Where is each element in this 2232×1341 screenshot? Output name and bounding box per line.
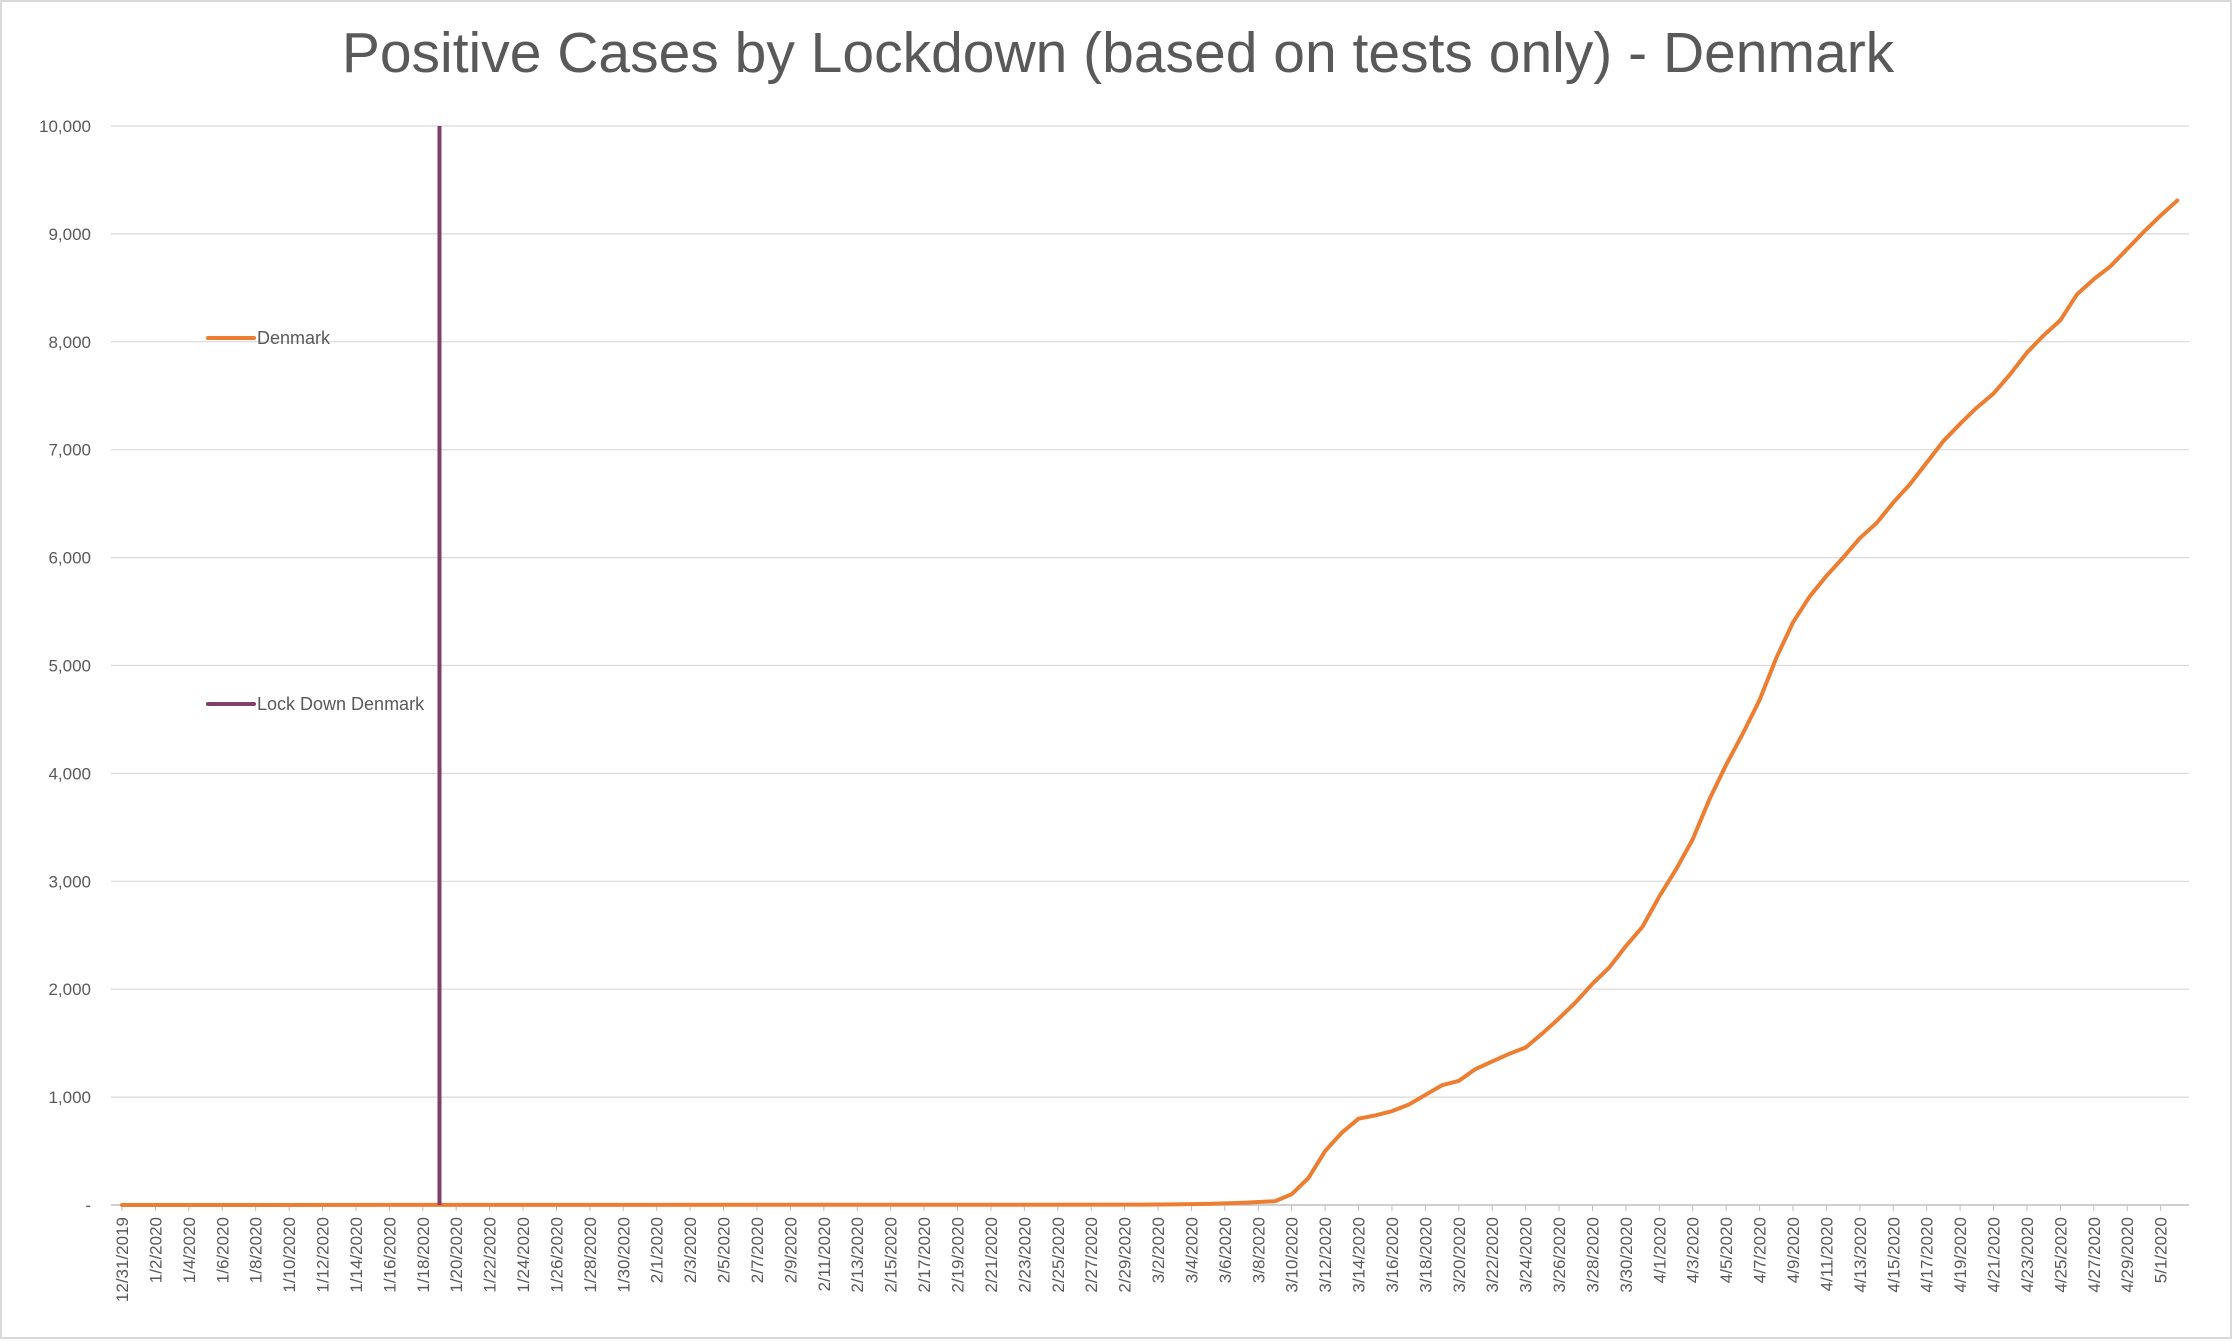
x-tick-label: 4/1/2020 [1650,1217,1669,1283]
x-tick-label: 2/23/2020 [1015,1217,1034,1293]
x-tick-label: 3/26/2020 [1550,1217,1569,1293]
chart-title: Positive Cases by Lockdown (based on tes… [341,21,1895,85]
x-tick-label: 1/4/2020 [180,1217,199,1283]
x-tick-label: 2/27/2020 [1082,1217,1101,1293]
x-tick-label: 2/19/2020 [949,1217,968,1293]
y-tick-label: 5,000 [48,657,91,676]
x-tick-label: 1/14/2020 [347,1217,366,1293]
x-tick-label: 2/17/2020 [915,1217,934,1293]
x-tick-label: 12/31/2019 [113,1217,132,1302]
x-tick-label: 4/5/2020 [1717,1217,1736,1283]
x-tick-label: 4/23/2020 [2018,1217,2037,1293]
x-tick-label: 4/19/2020 [1951,1217,1970,1293]
x-tick-label: 1/20/2020 [447,1217,466,1293]
x-tick-label: 3/6/2020 [1216,1217,1235,1283]
x-tick-label: 1/28/2020 [581,1217,600,1293]
x-tick-label: 4/21/2020 [1985,1217,2004,1293]
x-tick-label: 3/30/2020 [1617,1217,1636,1293]
x-tick-label: 4/7/2020 [1751,1217,1770,1283]
x-tick-label: 2/7/2020 [748,1217,767,1283]
y-tick-label: 9,000 [48,225,91,244]
x-tick-label: 2/5/2020 [715,1217,734,1283]
x-tick-label: 4/25/2020 [2051,1217,2070,1293]
x-tick-label: 1/2/2020 [146,1217,165,1283]
legend-label: Lock Down Denmark [257,694,425,714]
x-tick-label: 3/14/2020 [1350,1217,1369,1293]
y-tick-label: 1,000 [48,1088,91,1107]
x-tick-label: 1/12/2020 [314,1217,333,1293]
x-tick-label: 4/29/2020 [2118,1217,2137,1293]
x-tick-label: 1/30/2020 [614,1217,633,1293]
x-tick-label: 4/27/2020 [2085,1217,2104,1293]
x-tick-label: 3/4/2020 [1182,1217,1201,1283]
x-tick-label: 1/24/2020 [514,1217,533,1293]
y-tick-label: 8,000 [48,333,91,352]
y-tick-label: 6,000 [48,549,91,568]
x-tick-label: 1/10/2020 [280,1217,299,1293]
x-tick-label: 4/17/2020 [1918,1217,1937,1293]
x-tick-label: 4/11/2020 [1817,1217,1836,1291]
x-tick-label: 3/24/2020 [1517,1217,1536,1293]
x-tick-label: 3/16/2020 [1383,1217,1402,1293]
x-tick-label: 3/8/2020 [1249,1217,1268,1283]
x-tick-label: 3/2/2020 [1149,1217,1168,1283]
x-tick-label: 3/28/2020 [1583,1217,1602,1293]
x-tick-label: 3/18/2020 [1416,1217,1435,1293]
x-tick-label: 1/18/2020 [414,1217,433,1293]
x-tick-label: 1/26/2020 [547,1217,566,1293]
x-tick-label: 3/22/2020 [1483,1217,1502,1293]
x-tick-label: 2/9/2020 [781,1217,800,1283]
x-tick-label: 2/25/2020 [1049,1217,1068,1293]
denmark-series-line [120,198,2180,1207]
x-tick-label: 2/3/2020 [681,1217,700,1283]
x-tick-label: 5/1/2020 [2152,1217,2171,1283]
x-tick-label: 1/6/2020 [213,1217,232,1283]
x-tick-label: 3/10/2020 [1283,1217,1302,1293]
legend-label: Denmark [257,328,331,348]
x-tick-label: 4/9/2020 [1784,1217,1803,1283]
x-tick-label: 2/29/2020 [1116,1217,1135,1293]
x-tick-label: 4/13/2020 [1851,1217,1870,1293]
x-tick-label: 2/21/2020 [982,1217,1001,1293]
y-tick-label: 2,000 [48,980,91,999]
x-tick-label: 3/12/2020 [1316,1217,1335,1293]
y-tick-label: 3,000 [48,872,91,891]
x-tick-label: 1/22/2020 [481,1217,500,1293]
x-tick-label: 2/13/2020 [848,1217,867,1293]
x-tick-label: 2/1/2020 [648,1217,667,1283]
y-tick-label: 7,000 [48,441,91,460]
y-tick-label: - [85,1196,91,1215]
x-tick-label: 3/20/2020 [1450,1217,1469,1293]
x-tick-label: 1/8/2020 [247,1217,266,1283]
y-tick-label: 10,000 [39,117,91,136]
x-tick-label: 2/15/2020 [882,1217,901,1293]
y-tick-label: 4,000 [48,764,91,783]
x-tick-label: 2/11/2020 [815,1217,834,1291]
x-tick-label: 1/16/2020 [380,1217,399,1293]
x-tick-label: 4/3/2020 [1684,1217,1703,1283]
x-tick-label: 4/15/2020 [1884,1217,1903,1293]
